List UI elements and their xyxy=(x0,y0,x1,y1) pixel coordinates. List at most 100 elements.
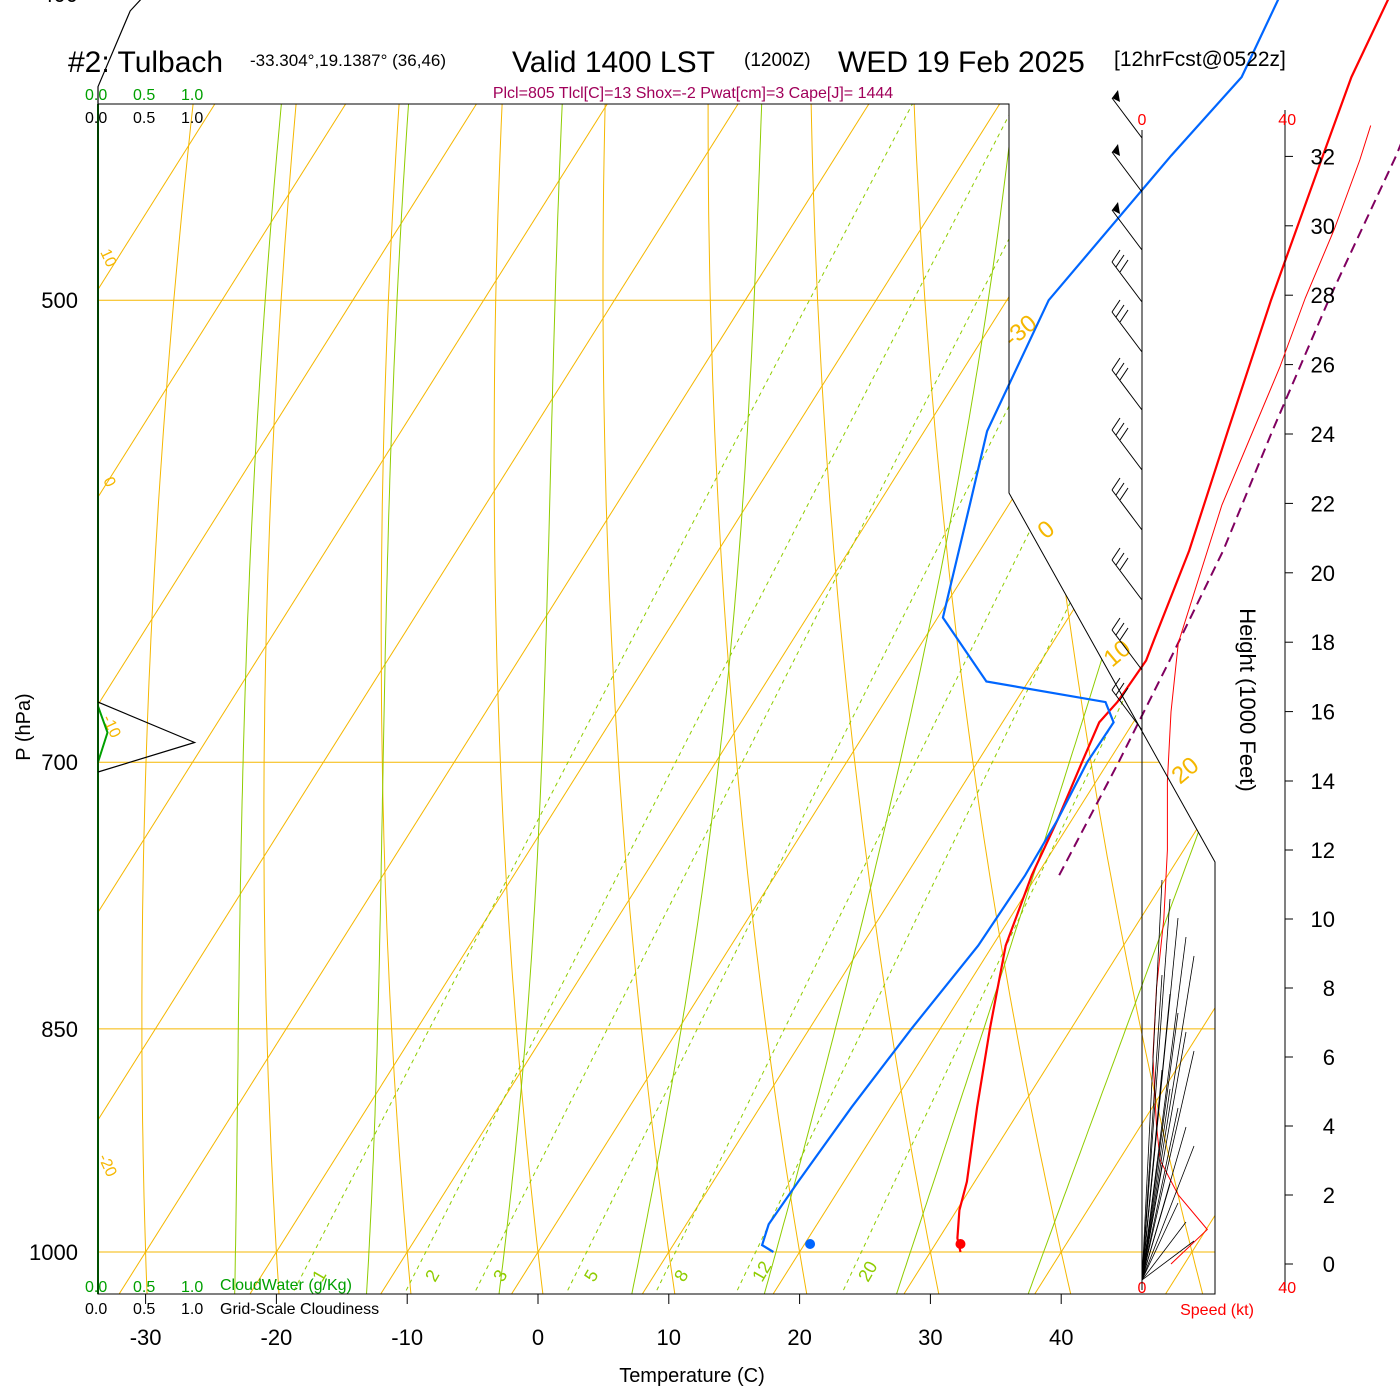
surface-temperature-dot xyxy=(955,1239,966,1249)
dry-adiabat-20 xyxy=(707,104,812,1294)
speed-tick-top-40: 40 xyxy=(1278,112,1296,129)
moist-adiabat--20 xyxy=(233,104,393,1294)
wind-barb-feather-7-1 xyxy=(1115,482,1125,496)
wind-barb-feather-3-0 xyxy=(1111,249,1121,263)
low-wind-barb-5 xyxy=(1141,974,1163,1281)
wind-barb-feather-6-0 xyxy=(1111,417,1121,431)
height-tick-22: 22 xyxy=(1311,491,1335,516)
sounding-lines xyxy=(97,0,1400,1253)
low-wind-barb-4 xyxy=(1141,955,1195,1281)
mixing-ratio-3 xyxy=(460,104,1136,1294)
wind-barb-feather-10-2 xyxy=(1119,687,1129,701)
height-tick-26: 26 xyxy=(1311,353,1335,378)
isotherm--20 xyxy=(249,104,1001,1294)
low-wind-barb-16 xyxy=(1141,1183,1171,1281)
isotherm-label-0: 10 xyxy=(96,247,119,270)
pressure-tick-850: 850 xyxy=(41,1017,78,1042)
dry-adiabat-60 xyxy=(1094,104,1215,1294)
isotherm-label-6: 10 xyxy=(1099,635,1137,673)
isotherm-label-5: 0 xyxy=(1033,515,1061,544)
isotherm-10 xyxy=(641,104,1215,1294)
height-tick-0: 0 xyxy=(1323,1252,1335,1277)
clipped-grid xyxy=(98,0,1400,1319)
isotherm--60 xyxy=(98,104,477,1294)
mixing-ratio-label-2: 2 xyxy=(421,1266,443,1285)
wind-barb-feather-5-2 xyxy=(1119,367,1129,381)
moist-adiabat-20 xyxy=(756,104,1067,1294)
isotherm-0 xyxy=(511,104,1215,1294)
wind-barb-feather-8-1 xyxy=(1115,552,1125,566)
mixing-ratio-2 xyxy=(391,104,1073,1294)
cloudiness-scale-0: 0.0 xyxy=(85,110,107,127)
low-wind-barb-0 xyxy=(1141,879,1163,1281)
temp-tick-30: 30 xyxy=(918,1325,942,1350)
isotherm-50 xyxy=(1165,104,1215,1294)
speed-axis-label: Speed (kt) xyxy=(1180,1302,1254,1319)
moist-adiabat-10 xyxy=(626,104,808,1294)
moist-adiabat--10 xyxy=(364,104,501,1294)
isotherm-label-4: -30 xyxy=(999,310,1043,353)
dry-adiabat-90 xyxy=(1359,0,1400,1319)
cloudwater-scale-05: 0.5 xyxy=(133,87,155,104)
wind-barb-feather-5-0 xyxy=(1111,357,1121,371)
dry-adiabat--40 xyxy=(98,104,229,1294)
speed-tick-top-0: 0 xyxy=(1138,112,1147,129)
dry-adiabat--20 xyxy=(263,104,403,1294)
temp-tick-20: 20 xyxy=(787,1325,811,1350)
station-coords: -33.304°,19.1387° (36,46) xyxy=(250,51,446,70)
dry-adiabat-10 xyxy=(602,104,680,1294)
height-tick-6: 6 xyxy=(1323,1045,1335,1070)
height-tick-2: 2 xyxy=(1323,1183,1335,1208)
cloudiness-scale-05: 0.5 xyxy=(133,110,155,127)
mixing-ratio-label-3: 3 xyxy=(489,1266,511,1285)
wind-barb-flag-0 xyxy=(1112,90,1120,102)
wind-barb-flag-1 xyxy=(1112,144,1120,156)
dry-adiabat-50 xyxy=(1002,104,1210,1294)
wind-barb-9 xyxy=(1111,629,1143,671)
mixing-ratio-20 xyxy=(829,104,1215,1294)
height-tick-10: 10 xyxy=(1311,907,1335,932)
cloudiness-scale-bottom-0: 0.0 xyxy=(85,1301,107,1318)
cloudwater-profile xyxy=(97,705,109,763)
cloudwater-scale-1: 1.0 xyxy=(181,87,203,104)
height-tick-28: 28 xyxy=(1311,283,1335,308)
dry-adiabat-30 xyxy=(809,104,945,1294)
height-tick-8: 8 xyxy=(1323,976,1335,1001)
side-panels: 0246810121416182022242628303204080120040… xyxy=(1111,90,1372,1297)
forecast-info: [12hrFcst@0522z] xyxy=(1114,48,1286,71)
wind-barb-7 xyxy=(1111,489,1143,531)
cloudiness-scale-bottom-05: 0.5 xyxy=(133,1301,155,1318)
valid-date: WED 19 Feb 2025 xyxy=(838,46,1085,79)
wind-speed-profile xyxy=(1152,125,1372,1265)
wind-barb-feather-10-1 xyxy=(1115,682,1125,696)
wind-barb-4 xyxy=(1111,311,1143,353)
temperature-line xyxy=(956,0,1390,1253)
wind-barb-6 xyxy=(1111,429,1143,471)
height-tick-20: 20 xyxy=(1311,561,1335,586)
cloudiness-scale-bottom-1: 1.0 xyxy=(181,1301,203,1318)
mixing-ratio-12 xyxy=(723,104,1215,1294)
zulu-time: (1200Z) xyxy=(744,50,811,71)
wind-barb-feather-3-2 xyxy=(1119,259,1129,273)
speed-tick-bottom-40: 40 xyxy=(1278,1280,1296,1297)
mixing-ratio-label-12: 12 xyxy=(748,1258,775,1285)
dewpoint-line xyxy=(760,0,1280,1253)
stability-indices: Plcl=805 Tlcl[C]=13 Shox=-2 Pwat[cm]=3 C… xyxy=(493,85,893,102)
height-tick-24: 24 xyxy=(1311,422,1335,447)
grid-lines: 100-10-20-300102012358122025030040050070… xyxy=(29,0,1400,1350)
low-wind-barb-18 xyxy=(1141,1221,1187,1281)
wind-barb-feather-8-2 xyxy=(1119,557,1129,571)
height-tick-30: 30 xyxy=(1311,214,1335,239)
surface-dewpoint-dot xyxy=(805,1239,816,1249)
low-wind-barb-10 xyxy=(1141,1069,1163,1281)
valid-time: Valid 1400 LST xyxy=(512,46,715,79)
cloudiness-profile xyxy=(97,0,197,773)
moist-adiabat-0 xyxy=(495,104,632,1294)
plot-frame xyxy=(97,103,1216,1295)
mixing-ratio-label-20: 20 xyxy=(854,1258,881,1285)
wind-barb-flag-2 xyxy=(1112,202,1120,214)
cloudiness-label: Grid-Scale Cloudiness xyxy=(220,1301,379,1318)
pressure-tick-700: 700 xyxy=(41,750,78,775)
pressure-tick-1000: 1000 xyxy=(29,1240,78,1265)
